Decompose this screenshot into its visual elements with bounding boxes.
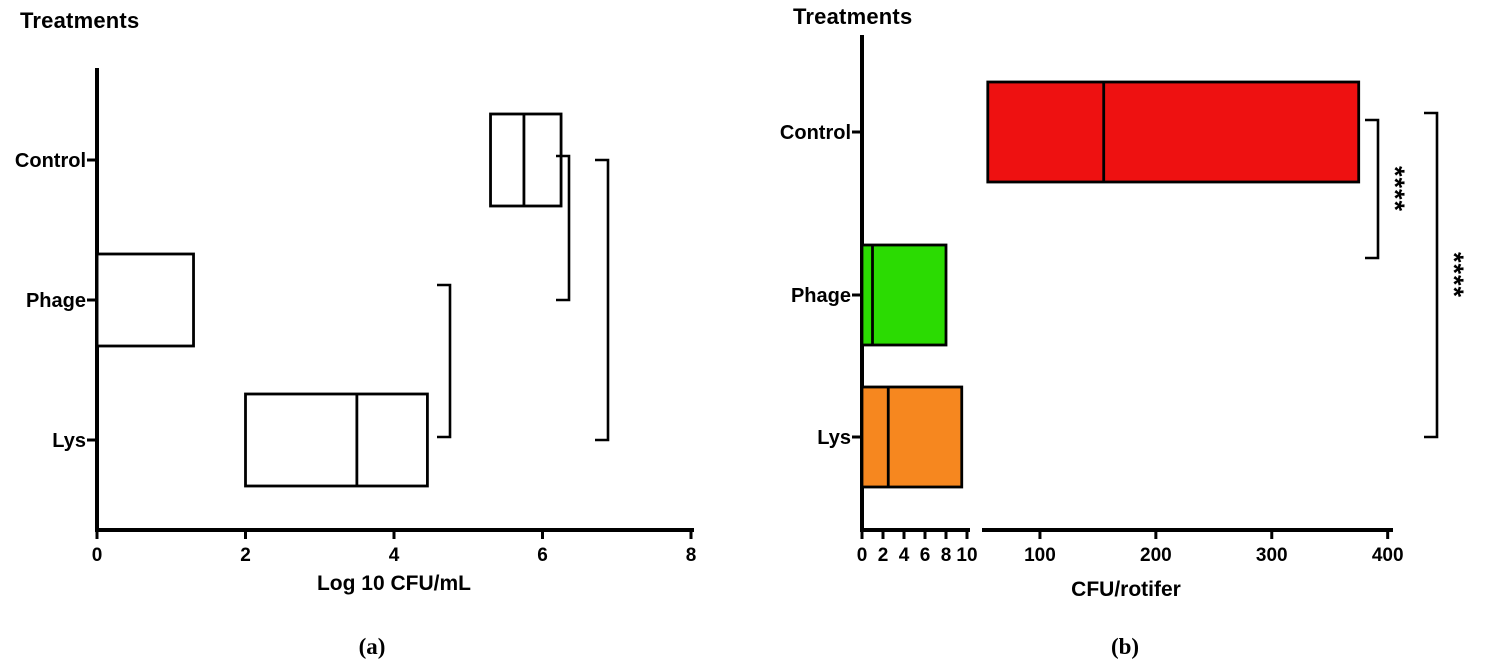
x-tick-label: 2	[878, 545, 889, 566]
x-tick-label: 8	[941, 545, 952, 566]
panel-b-title: Treatments	[793, 4, 913, 29]
x-tick-label: 10	[956, 545, 977, 566]
significance-bracket	[437, 283, 452, 439]
significance-bracket	[1365, 118, 1380, 260]
x-tick-label: 100	[1024, 545, 1056, 566]
panel-a-title: Treatments	[20, 8, 140, 33]
category-label-phage: Phage	[26, 290, 86, 312]
significance-stars: ****	[1439, 252, 1469, 298]
x-tick-label: 4	[389, 545, 400, 566]
x-tick-label: 4	[899, 545, 910, 566]
box-phage	[95, 252, 195, 348]
x-tick-label: 400	[1372, 545, 1404, 566]
x-tick-label: 0	[857, 545, 868, 566]
panel-b-x-axis-label: CFU/rotifer	[1071, 578, 1181, 601]
category-label-phage: Phage	[791, 285, 851, 307]
panel-b-caption: (b)	[1110, 634, 1140, 659]
x-tick-label: 6	[920, 545, 931, 566]
significance-bracket	[1424, 111, 1439, 439]
panel-a-caption: (a)	[358, 634, 386, 659]
category-label-lys: Lys	[817, 427, 851, 449]
x-tick-label: 200	[1140, 545, 1172, 566]
x-tick-label: 0	[92, 545, 103, 566]
box-phage	[860, 243, 948, 347]
box-lys	[244, 392, 429, 488]
significance-stars: ****	[1380, 166, 1410, 212]
significance-bracket	[595, 158, 610, 442]
x-tick-label: 6	[537, 545, 548, 566]
panel-a-x-axis-label: Log 10 CFU/mL	[316, 572, 471, 595]
x-tick-label: 300	[1256, 545, 1288, 566]
category-label-control: Control	[15, 150, 86, 172]
significance-bracket	[556, 154, 571, 302]
x-tick-label: 8	[686, 545, 697, 566]
category-label-control: Control	[780, 122, 851, 144]
box-lys	[860, 385, 964, 489]
category-label-lys: Lys	[52, 430, 86, 452]
x-tick-label: 2	[240, 545, 251, 566]
box-control	[986, 80, 1361, 184]
box-control	[489, 112, 563, 208]
